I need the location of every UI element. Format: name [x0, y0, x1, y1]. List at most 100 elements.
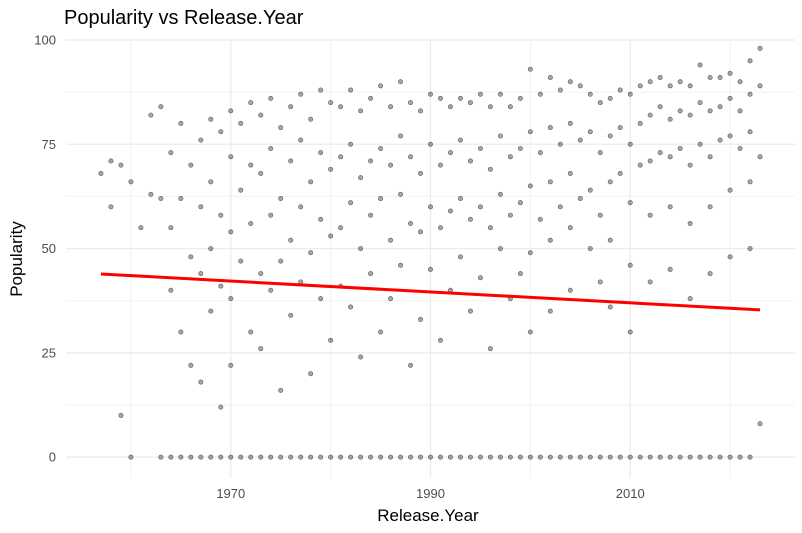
- data-point: [597, 212, 603, 218]
- data-point: [408, 221, 414, 227]
- data-point: [577, 83, 583, 89]
- data-point: [487, 346, 493, 352]
- data-point: [437, 454, 443, 460]
- data-point: [218, 283, 224, 289]
- data-point: [168, 454, 174, 460]
- data-point: [268, 454, 274, 460]
- data-point: [507, 104, 513, 110]
- data-point: [477, 204, 483, 210]
- chart-title: Popularity vs Release.Year: [64, 7, 304, 29]
- data-point: [258, 112, 264, 118]
- data-point: [128, 454, 134, 460]
- data-point: [697, 141, 703, 147]
- data-point: [208, 246, 214, 252]
- data-point: [188, 254, 194, 260]
- data-point: [567, 454, 573, 460]
- data-point: [358, 108, 364, 114]
- data-point: [118, 162, 124, 168]
- data-point: [208, 116, 214, 122]
- data-point: [537, 91, 543, 97]
- data-point: [727, 187, 733, 193]
- data-point: [178, 120, 184, 126]
- data-point: [617, 170, 623, 176]
- data-point: [757, 421, 763, 427]
- data-point: [168, 150, 174, 156]
- data-point: [228, 229, 234, 235]
- data-point: [338, 104, 344, 110]
- data-point: [637, 83, 643, 89]
- data-point: [677, 145, 683, 151]
- y-axis-title: Popularity: [7, 221, 26, 297]
- data-point: [567, 79, 573, 85]
- data-point: [757, 154, 763, 160]
- data-point: [737, 79, 743, 85]
- data-point: [667, 266, 673, 272]
- data-point: [677, 108, 683, 114]
- data-point: [717, 75, 723, 81]
- data-point: [348, 454, 354, 460]
- data-point: [208, 308, 214, 314]
- data-point: [497, 191, 503, 197]
- data-point: [497, 454, 503, 460]
- data-point: [148, 191, 154, 197]
- y-tick-label: 50: [42, 241, 56, 256]
- data-point: [587, 187, 593, 193]
- data-point: [398, 454, 404, 460]
- data-point: [358, 354, 364, 360]
- data-point: [427, 91, 433, 97]
- data-point: [557, 204, 563, 210]
- data-point: [437, 162, 443, 168]
- data-point: [487, 166, 493, 172]
- data-point: [248, 329, 254, 335]
- data-point: [497, 133, 503, 139]
- data-point: [707, 75, 713, 81]
- data-point: [108, 204, 114, 210]
- data-point: [537, 150, 543, 156]
- data-point: [238, 258, 244, 264]
- data-point: [268, 287, 274, 293]
- data-point: [198, 137, 204, 143]
- data-point: [737, 454, 743, 460]
- data-point: [467, 216, 473, 222]
- data-point: [607, 179, 613, 185]
- data-point: [637, 120, 643, 126]
- data-point: [607, 454, 613, 460]
- data-point: [727, 133, 733, 139]
- data-point: [388, 237, 394, 243]
- x-axis-title: Release.Year: [377, 506, 479, 525]
- data-point: [298, 91, 304, 97]
- data-point: [477, 275, 483, 281]
- data-point: [727, 95, 733, 101]
- data-point: [398, 133, 404, 139]
- data-point: [348, 141, 354, 147]
- data-point: [178, 196, 184, 202]
- data-point: [537, 216, 543, 222]
- data-point: [368, 158, 374, 164]
- data-point: [188, 454, 194, 460]
- data-point: [467, 158, 473, 164]
- data-point: [477, 145, 483, 151]
- data-point: [408, 154, 414, 160]
- data-point: [198, 271, 204, 277]
- data-point: [687, 221, 693, 227]
- data-point: [487, 225, 493, 231]
- data-point: [667, 454, 673, 460]
- data-point: [208, 454, 214, 460]
- data-point: [358, 246, 364, 252]
- data-point: [727, 254, 733, 260]
- data-point: [228, 154, 234, 160]
- data-point: [567, 287, 573, 293]
- data-point: [368, 95, 374, 101]
- data-point: [627, 262, 633, 268]
- data-point: [737, 145, 743, 151]
- data-point: [178, 329, 184, 335]
- data-point: [128, 179, 134, 185]
- data-point: [457, 95, 463, 101]
- data-point: [228, 108, 234, 114]
- data-point: [278, 454, 284, 460]
- data-point: [238, 187, 244, 193]
- data-point: [587, 246, 593, 252]
- data-point: [557, 454, 563, 460]
